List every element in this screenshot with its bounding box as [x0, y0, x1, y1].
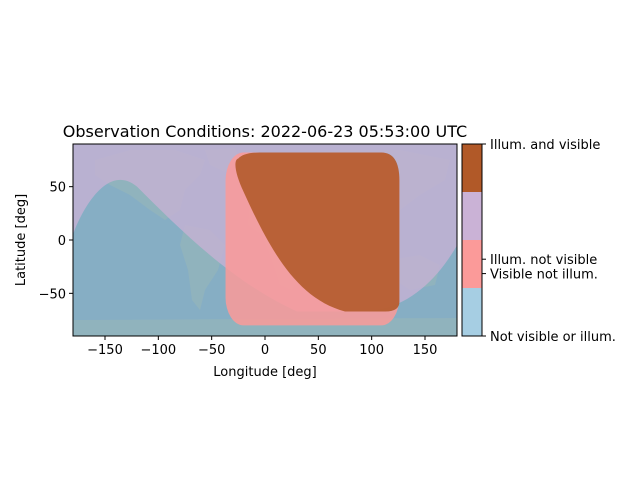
x-tick-label: 150 [413, 343, 438, 358]
x-tick-label: 50 [310, 343, 327, 358]
y-tick-label: 0 [58, 234, 66, 249]
x-tick-label: −50 [198, 343, 225, 358]
x-tick-label: −100 [140, 343, 176, 358]
x-tick-label: −150 [87, 343, 123, 358]
colorbar-segment [462, 240, 482, 288]
visibility-overlay [73, 144, 457, 336]
colorbar-segment [462, 144, 482, 192]
colorbar-label: Not visible or illum. [490, 330, 616, 345]
x-tick-label: 0 [261, 343, 269, 358]
colorbar-segment [462, 288, 482, 336]
colorbar: Not visible or illum.Visible not illum.I… [461, 138, 616, 345]
chart-title: Observation Conditions: 2022-06-23 05:53… [63, 122, 467, 141]
colorbar-frame [461, 143, 483, 337]
y-axis: −50 0 50 [39, 181, 73, 302]
y-tick-label: 50 [49, 181, 66, 196]
region-illuminated-and-visible [235, 152, 400, 312]
x-axis: −150 −100 −50 0 50 100 150 [87, 336, 437, 358]
y-tick-label: −50 [39, 287, 66, 302]
colorbar-segment [462, 192, 482, 240]
colorbar-label: Visible not illum. [490, 268, 598, 283]
y-axis-label: Latitude [deg] [14, 194, 29, 286]
x-axis-label: Longitude [deg] [213, 365, 316, 380]
colorbar-label: Illum. and visible [490, 138, 600, 153]
x-tick-label: 100 [359, 343, 384, 358]
colorbar-label: Illum. not visible [490, 253, 597, 268]
